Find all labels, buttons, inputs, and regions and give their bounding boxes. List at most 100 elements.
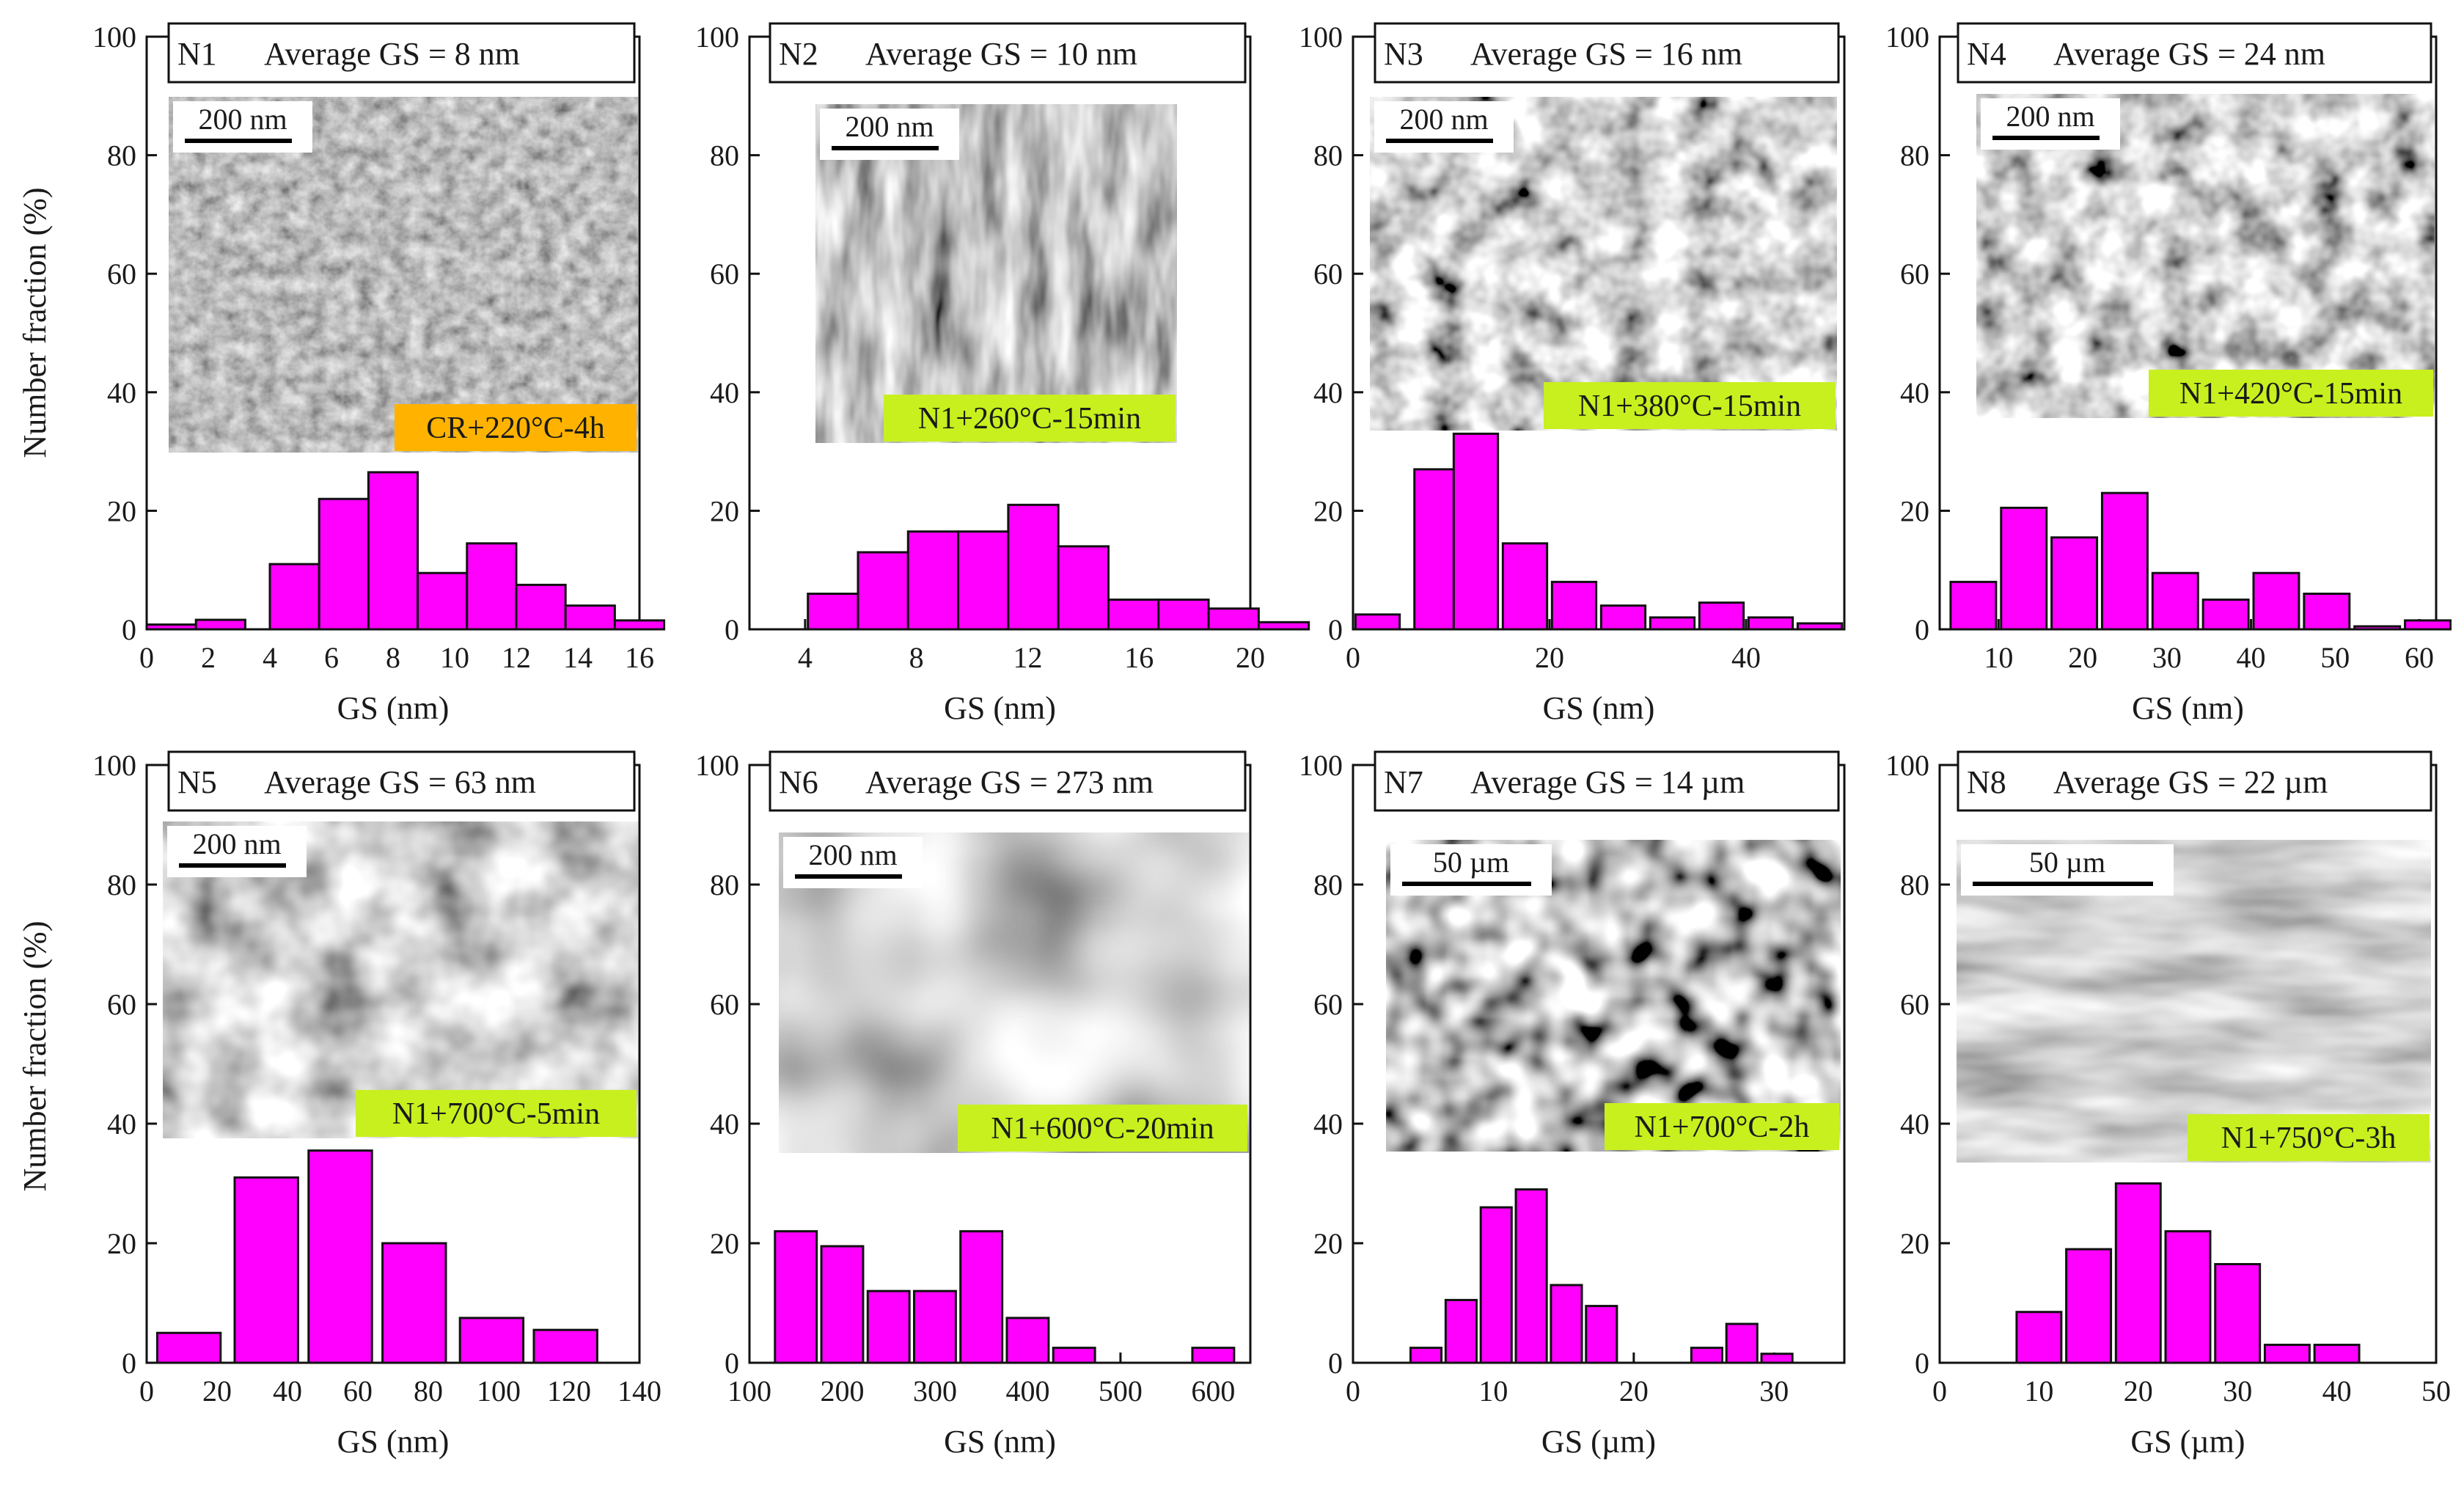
y-tick-label: 40 xyxy=(107,1108,136,1141)
histogram-bar xyxy=(1550,580,1598,631)
y-tick-label: 80 xyxy=(1313,868,1343,901)
x-tick-label: 30 xyxy=(2152,641,2182,674)
x-tick-label: 300 xyxy=(913,1375,957,1408)
histogram-bar xyxy=(1005,1317,1050,1364)
x-tick-label: 20 xyxy=(2068,641,2097,674)
x-tick-label: 20 xyxy=(1535,641,1564,674)
y-tick-label: 80 xyxy=(1900,139,1929,172)
x-axis-title: GS (µm) xyxy=(2130,1424,2245,1460)
micrograph-inset: 50 µm N1+750°C-3h xyxy=(1957,840,2431,1163)
treatment-label: N1+750°C-3h xyxy=(2221,1121,2397,1155)
y-tick-label: 100 xyxy=(1299,21,1343,54)
histogram-bar xyxy=(1599,604,1647,631)
scale-bar-box xyxy=(167,826,307,877)
histogram-bar xyxy=(532,1328,598,1364)
histogram-bar xyxy=(307,1149,373,1364)
y-tick-label: 20 xyxy=(107,1227,136,1260)
histogram-bar xyxy=(1501,542,1549,631)
x-tick-label: 20 xyxy=(2124,1375,2153,1408)
panel-id: N8 xyxy=(1967,764,2006,800)
histogram-bar xyxy=(820,1245,865,1364)
x-tick-label: 30 xyxy=(2223,1375,2252,1408)
histogram-bar xyxy=(1479,1206,1513,1364)
panel-n4: 0 20 40 60 80 100 10 20 30 40 50 60 GS (nm) 200 nm N1+… xyxy=(1885,21,2452,726)
y-tick-label: 100 xyxy=(1299,749,1343,782)
x-tick-label: 12 xyxy=(1013,641,1042,674)
histogram-bar xyxy=(1052,1347,1096,1364)
x-tick-label: 14 xyxy=(563,641,593,674)
panel-id: N1 xyxy=(177,36,217,72)
y-tick-label: 20 xyxy=(710,1227,739,1260)
histogram-bar xyxy=(515,583,567,631)
panel-n8: 0 20 40 60 80 100 0 10 20 30 40 50 GS (µm) 50 µm N1+75… xyxy=(1885,749,2451,1460)
treatment-label-box xyxy=(2149,370,2433,417)
histogram-bar xyxy=(2201,599,2250,631)
x-tick-label: 2 xyxy=(201,641,216,674)
panel-header: N1 Average GS = 8 nm xyxy=(167,22,636,84)
panel-n1: 0 20 40 60 80 100 0 2 4 6 8 10 12 14 16 GS (nm) 200 nm CR… xyxy=(92,21,666,726)
y-tick-label: 40 xyxy=(107,376,136,409)
scale-bar-label: 200 nm xyxy=(2006,100,2094,133)
panel-header-box xyxy=(1957,22,2432,84)
panel-header: N5 Average GS = 63 nm xyxy=(167,750,636,812)
x-tick-label: 0 xyxy=(139,1375,154,1408)
y-tick-label: 80 xyxy=(107,139,136,172)
panel-header: N4 Average GS = 24 nm xyxy=(1957,22,2432,84)
x-tick-label: 16 xyxy=(1124,641,1154,674)
histogram-bar xyxy=(417,571,469,631)
scale-bar-label: 200 nm xyxy=(192,827,281,860)
y-tick-label: 0 xyxy=(1328,613,1343,646)
panel-n5: 0 20 40 60 80 100 0 20 40 60 80 100 120 140 GS (nm) 200… xyxy=(92,749,661,1460)
histogram-bar xyxy=(1409,1347,1443,1364)
panel-header: N6 Average GS = 273 nm xyxy=(769,750,1247,812)
x-tick-label: 80 xyxy=(414,1375,443,1408)
panel-n6: 0 20 40 60 80 100 100 200 300 400 500 600 GS (nm) 200… xyxy=(695,749,1252,1460)
x-tick-label: 50 xyxy=(2421,1375,2451,1408)
x-tick-label: 40 xyxy=(2237,641,2266,674)
histogram-bar xyxy=(2065,1248,2113,1364)
y-tick-label: 60 xyxy=(107,988,136,1021)
histogram-bar xyxy=(194,618,246,631)
histogram-bar xyxy=(318,497,370,631)
x-tick-label: 140 xyxy=(617,1375,661,1408)
y-tick-label: 0 xyxy=(725,613,739,646)
panel-n7: 0 20 40 60 80 100 0 10 20 30 GS (µm) 50 µm N1+700°C-… xyxy=(1299,749,1846,1460)
histogram-bar xyxy=(268,563,320,631)
x-axis-title: GS (nm) xyxy=(337,690,450,726)
y-tick-label: 40 xyxy=(1900,376,1929,409)
y-tick-label: 60 xyxy=(1313,988,1343,1021)
x-axis-title: GS (nm) xyxy=(944,690,1056,726)
histogram-bar xyxy=(1257,621,1310,631)
histogram-bar xyxy=(155,1331,222,1364)
histogram-bar xyxy=(381,1242,447,1364)
histogram-bar xyxy=(807,593,859,631)
histogram-bar xyxy=(1157,599,1210,631)
scale-bar-box xyxy=(783,837,923,888)
micrograph-inset: 200 nm N1+380°C-15min xyxy=(1370,97,1837,431)
treatment-label-box xyxy=(1544,382,1836,429)
panel-header: N7 Average GS = 14 µm xyxy=(1374,750,1840,812)
x-tick-label: 8 xyxy=(909,641,924,674)
histogram-bar xyxy=(1550,1284,1583,1364)
x-tick-label: 100 xyxy=(477,1375,521,1408)
histogram-bar xyxy=(1107,599,1160,631)
y-tick-label: 80 xyxy=(710,868,739,901)
y-tick-label: 60 xyxy=(1900,257,1929,290)
histogram-bar xyxy=(957,530,1010,631)
x-axis-title: GS (nm) xyxy=(944,1424,1056,1460)
treatment-label: N1+700°C-5min xyxy=(392,1097,600,1131)
histogram-bar xyxy=(2313,1344,2361,1364)
panel-id: N2 xyxy=(779,36,818,72)
x-tick-label: 60 xyxy=(343,1375,373,1408)
histogram-bar xyxy=(2214,1263,2262,1364)
x-tick-label: 40 xyxy=(273,1375,302,1408)
y-tick-label: 20 xyxy=(1900,1227,1929,1260)
x-tick-label: 16 xyxy=(625,641,654,674)
histogram-bar xyxy=(906,530,960,631)
scale-bar-box xyxy=(1390,844,1552,896)
micrograph-inset: 200 nm N1+260°C-15min xyxy=(815,104,1177,443)
y-tick-label: 40 xyxy=(1313,376,1343,409)
histogram-bar xyxy=(466,542,518,631)
y-tick-label: 60 xyxy=(710,257,739,290)
